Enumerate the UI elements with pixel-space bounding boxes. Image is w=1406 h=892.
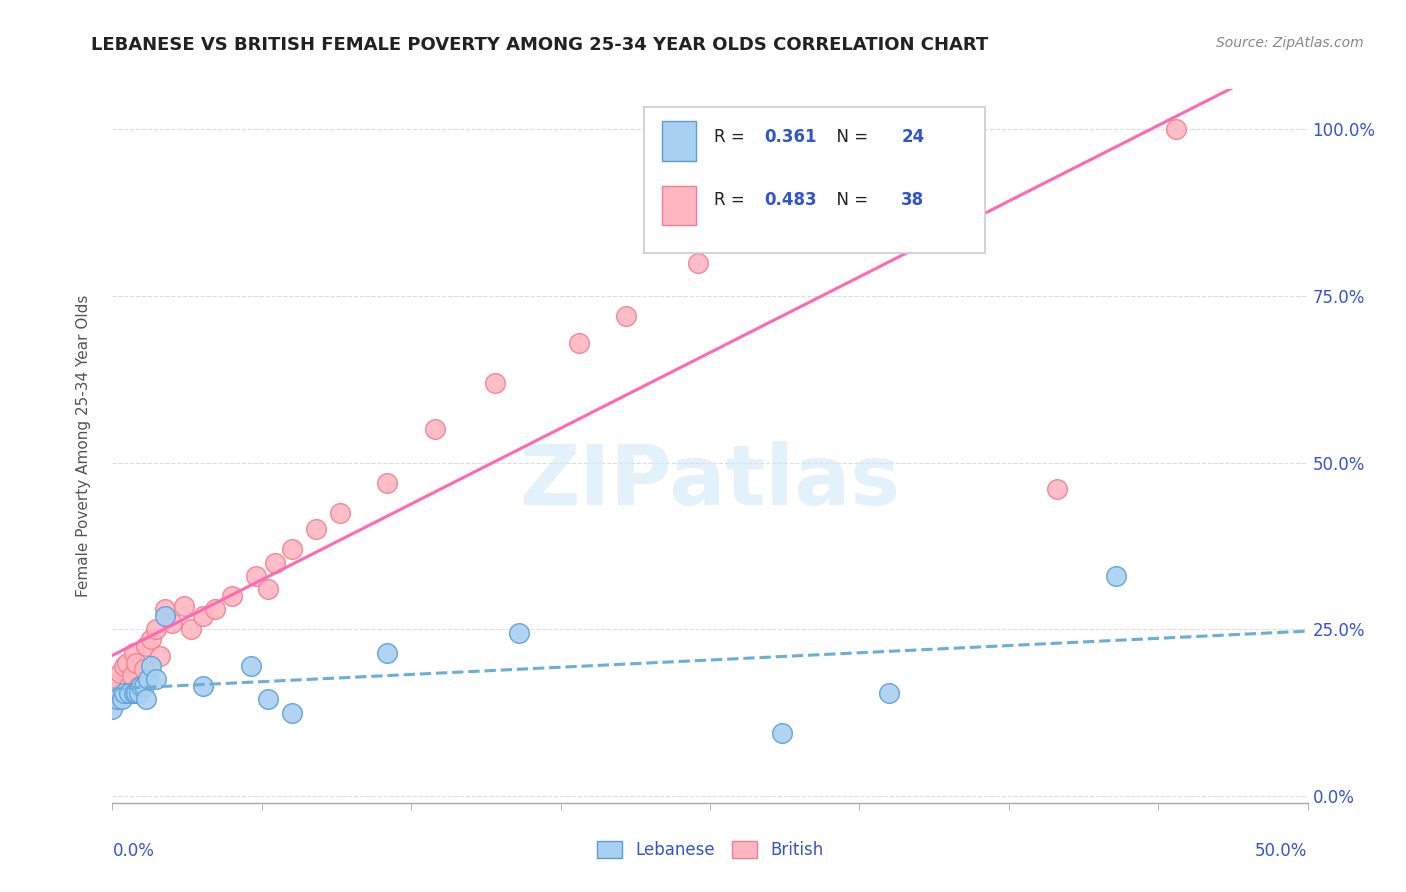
Point — [139, 632, 162, 647]
Text: N =: N = — [825, 191, 873, 209]
Text: 50.0%: 50.0% — [1256, 842, 1308, 860]
Text: 24: 24 — [901, 128, 925, 146]
Point — [770, 725, 793, 739]
Point — [162, 615, 183, 630]
Point — [1166, 122, 1188, 136]
Point — [101, 702, 124, 716]
Point — [204, 602, 226, 616]
Text: R =: R = — [714, 128, 749, 146]
FancyBboxPatch shape — [644, 107, 986, 253]
Point — [377, 475, 399, 490]
Text: ZIPatlas: ZIPatlas — [520, 442, 900, 522]
Point — [114, 686, 135, 700]
Point — [193, 679, 215, 693]
Point — [1046, 483, 1069, 497]
Point — [1105, 569, 1128, 583]
Point — [153, 602, 176, 616]
Point — [108, 665, 131, 680]
Point — [879, 686, 901, 700]
Point — [104, 675, 127, 690]
Point — [568, 335, 591, 350]
Text: 38: 38 — [901, 191, 924, 209]
Point — [138, 673, 160, 687]
Point — [149, 649, 172, 664]
Point — [122, 686, 145, 700]
Point — [377, 646, 399, 660]
Point — [111, 692, 134, 706]
Point — [508, 625, 530, 640]
Text: Source: ZipAtlas.com: Source: ZipAtlas.com — [1216, 36, 1364, 50]
Point — [132, 662, 155, 676]
Point — [118, 686, 141, 700]
Point — [193, 609, 215, 624]
Point — [688, 255, 710, 269]
Text: 0.483: 0.483 — [763, 191, 817, 209]
Point — [122, 646, 145, 660]
Point — [105, 692, 128, 706]
Point — [132, 679, 155, 693]
Point — [101, 686, 124, 700]
Point — [281, 706, 304, 720]
Point — [145, 623, 167, 637]
Point — [180, 623, 202, 637]
Point — [221, 589, 243, 603]
Point — [118, 679, 141, 693]
Point — [927, 169, 949, 183]
Bar — [662, 121, 696, 161]
Point — [114, 659, 135, 673]
Point — [125, 656, 148, 670]
Point — [128, 686, 150, 700]
Point — [257, 692, 280, 706]
Point — [264, 556, 287, 570]
Point — [125, 686, 148, 700]
Point — [139, 659, 162, 673]
Point — [153, 609, 176, 624]
Point — [145, 673, 167, 687]
Point — [128, 679, 150, 693]
Text: 0.361: 0.361 — [763, 128, 817, 146]
Point — [329, 506, 352, 520]
Point — [115, 656, 138, 670]
Point — [135, 692, 157, 706]
Y-axis label: Female Poverty Among 25-34 Year Olds: Female Poverty Among 25-34 Year Olds — [76, 295, 91, 597]
Point — [121, 669, 143, 683]
Point — [807, 209, 830, 223]
Legend: Lebanese, British: Lebanese, British — [591, 834, 830, 866]
Point — [245, 569, 267, 583]
Point — [240, 659, 263, 673]
Point — [135, 639, 157, 653]
Text: 0.0%: 0.0% — [112, 842, 155, 860]
Point — [129, 679, 152, 693]
Point — [281, 542, 304, 557]
Point — [173, 599, 195, 613]
Point — [484, 376, 506, 390]
Text: N =: N = — [825, 128, 873, 146]
Bar — [662, 186, 696, 225]
Point — [616, 309, 638, 323]
Point — [305, 522, 328, 536]
Point — [425, 422, 447, 436]
Point — [257, 582, 280, 597]
Text: R =: R = — [714, 191, 749, 209]
Text: LEBANESE VS BRITISH FEMALE POVERTY AMONG 25-34 YEAR OLDS CORRELATION CHART: LEBANESE VS BRITISH FEMALE POVERTY AMONG… — [91, 36, 988, 54]
